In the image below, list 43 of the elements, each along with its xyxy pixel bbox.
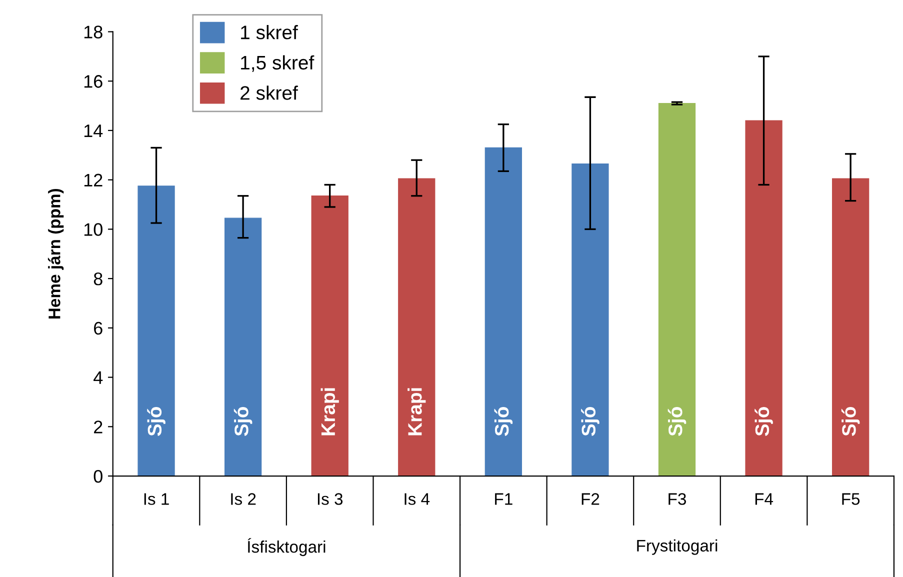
bar (224, 218, 262, 476)
annotation: Sjó (494, 407, 513, 436)
y-tick-label: 4 (94, 371, 103, 384)
bar (398, 178, 436, 476)
y-tick-label: 14 (84, 124, 103, 138)
y-tick-label: 16 (84, 75, 102, 88)
y-tick-label: 10 (84, 223, 102, 236)
annotation: Sjó (581, 407, 600, 436)
x-tick-label: Is 1 (144, 493, 169, 505)
annotation: Krapi (320, 388, 339, 436)
annotation: Krapi (408, 388, 426, 436)
annotation: Sjó (754, 407, 773, 436)
annotation: Sjó (234, 407, 252, 436)
bar (658, 102, 696, 476)
x-tick-label: Is 3 (318, 493, 343, 505)
text: Frystitogari (637, 539, 718, 555)
x-tick-label: F1 (495, 493, 512, 505)
bar (745, 120, 782, 476)
annotation: Sjó (147, 407, 166, 436)
y-axis-title: Heme járn (ppm) (48, 188, 64, 319)
y-tick-label: 0 (94, 470, 102, 483)
annotation: Sjó (841, 407, 860, 436)
y-tick-label: 12 (84, 174, 102, 186)
annotation: Sjó (668, 407, 686, 436)
bar (484, 147, 522, 476)
x-tick-label: F2 (582, 493, 600, 505)
x-tick-label: Is 4 (404, 493, 430, 505)
legend-label: 2 skref (240, 86, 298, 100)
bar (138, 186, 175, 476)
bar (311, 196, 348, 476)
y-tick-label: 6 (94, 322, 102, 335)
x-tick-label: Is 2 (231, 493, 256, 505)
x-tick-label: F4 (755, 493, 774, 505)
text: Ísfisktogari (248, 538, 326, 556)
y-tick-label: 2 (94, 420, 102, 434)
bar (572, 163, 609, 476)
legend-label: 1,5 skref (241, 55, 314, 72)
y-tick-label: 18 (84, 26, 102, 38)
x-tick-label: F3 (668, 493, 686, 505)
legend-label: 1 skref (241, 25, 298, 40)
bar (832, 178, 870, 476)
y-tick-label: 8 (94, 272, 102, 286)
x-tick-label: F5 (842, 493, 860, 505)
